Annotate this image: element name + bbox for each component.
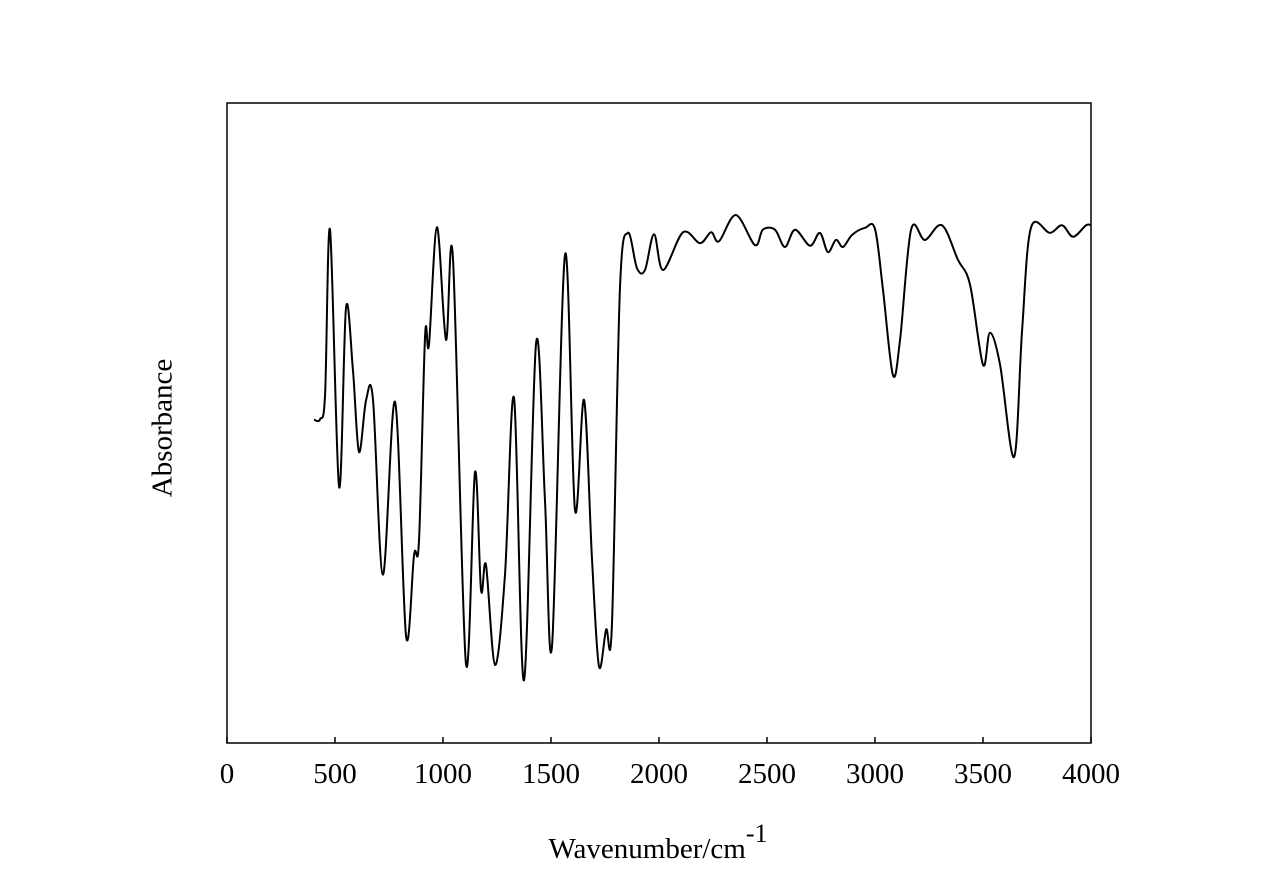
x-axis-label: Wavenumber/cm-1: [548, 819, 767, 865]
x-tick-label: 3000: [846, 758, 904, 790]
spectrum-line: [313, 214, 1092, 682]
x-label-superscript: -1: [746, 819, 768, 848]
x-tick-label: 4000: [1062, 758, 1120, 790]
x-label-text: Wavenumber/cm: [548, 833, 746, 865]
x-tick-label: 500: [313, 758, 357, 790]
x-tick-label: 3500: [954, 758, 1012, 790]
y-axis-label: Absorbance: [147, 359, 179, 498]
x-tick-label: 0: [220, 758, 235, 790]
x-tick-label: 1500: [522, 758, 580, 790]
x-tick-label: 2500: [738, 758, 796, 790]
x-tick-label: 2000: [630, 758, 688, 790]
x-tick-label: 1000: [414, 758, 472, 790]
